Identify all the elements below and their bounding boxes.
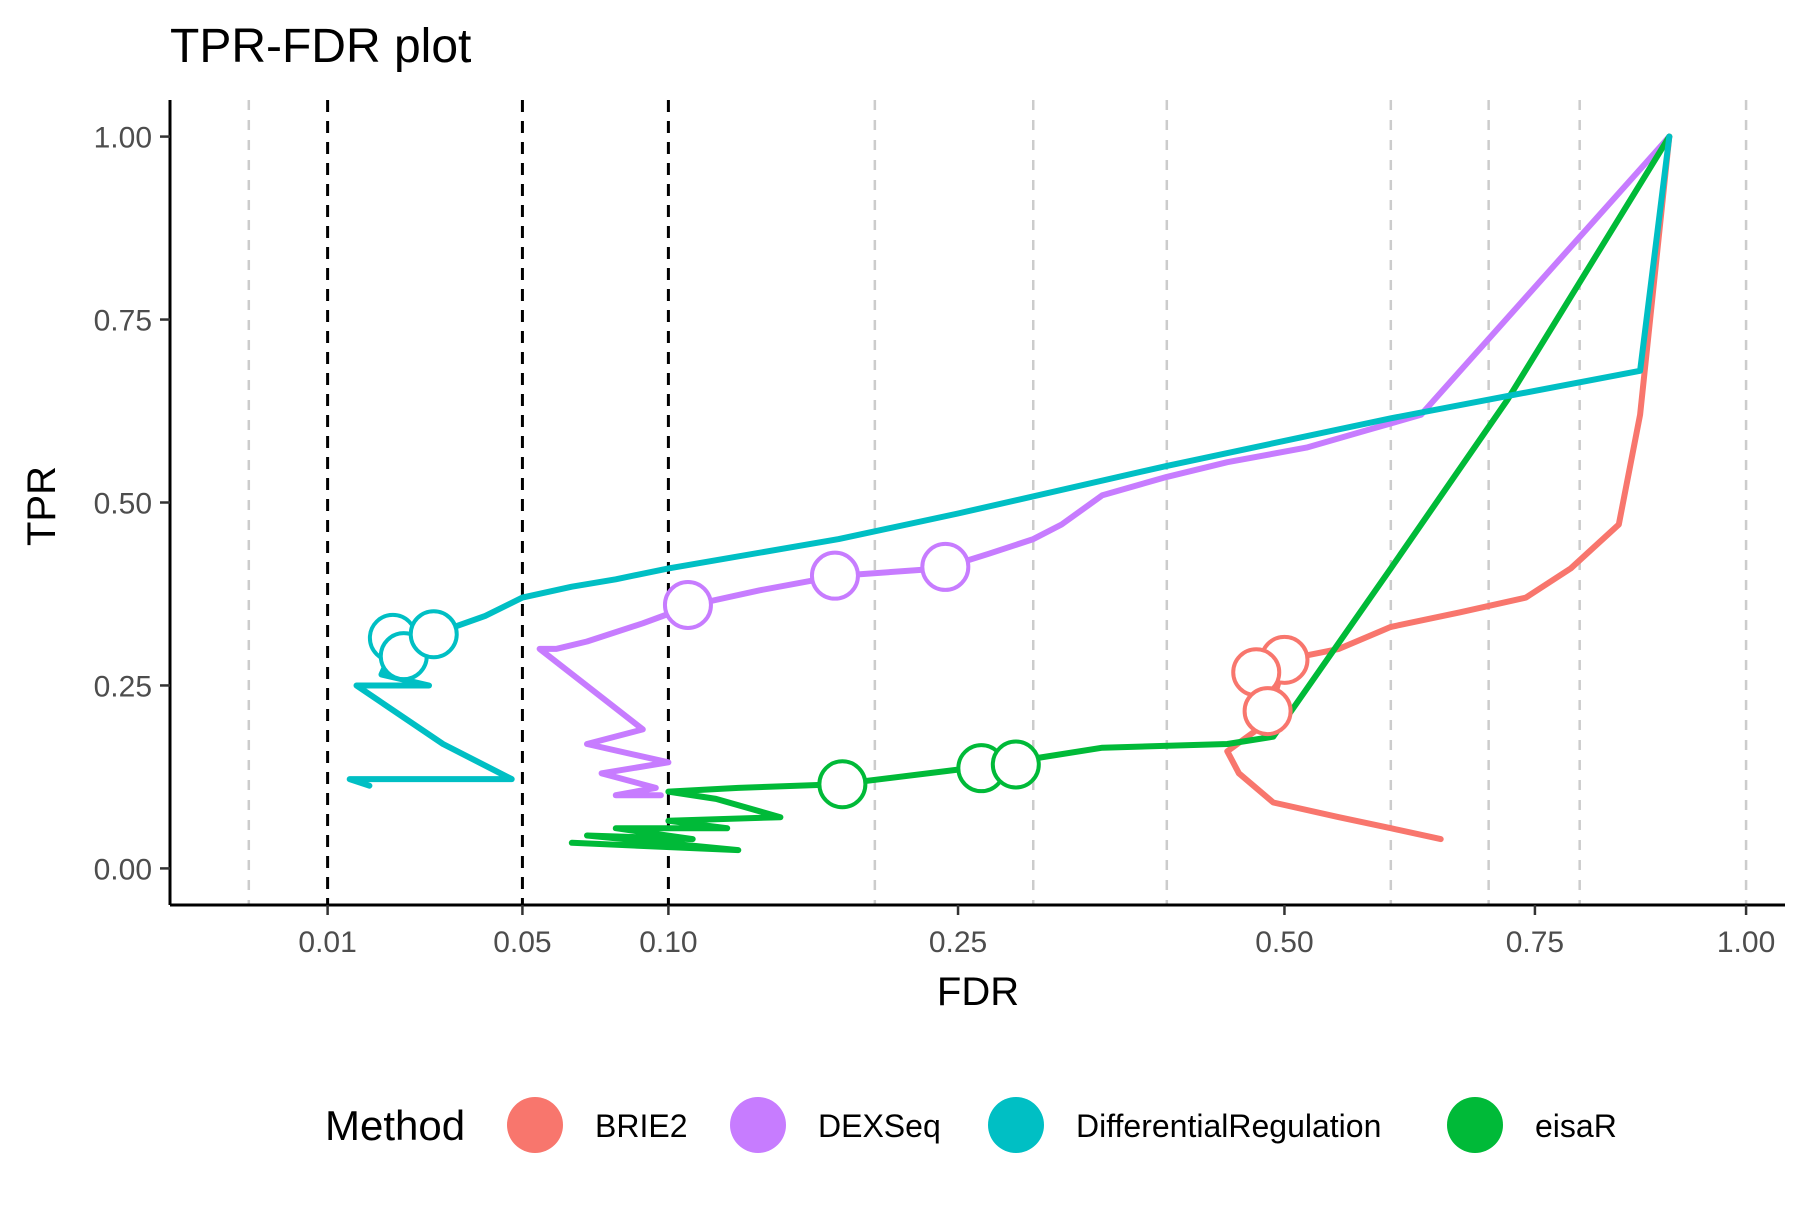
y-tick-label: 0.50 — [94, 488, 152, 521]
marker-eisar — [817, 759, 868, 810]
marker-brie2 — [1242, 686, 1293, 737]
x-tick-label: 0.50 — [1255, 926, 1313, 959]
marker-differentialregulation — [408, 609, 459, 660]
series-line-brie2 — [1224, 133, 1673, 843]
marker-eisar — [990, 739, 1041, 790]
x-tick-label: 0.10 — [639, 926, 697, 959]
series-line-dexseq — [536, 133, 1673, 799]
y-tick-label: 0.75 — [94, 305, 152, 338]
y-tick-label: 0.00 — [94, 853, 152, 886]
legend-title: Method — [325, 1102, 465, 1149]
marker-dexseq — [662, 579, 713, 630]
chart-title: TPR-FDR plot — [170, 20, 471, 73]
fdr-threshold-lines — [326, 100, 670, 905]
grid-lines — [247, 100, 1748, 905]
series-line-eisar — [568, 133, 1673, 854]
series-line-differentialregulation — [346, 133, 1673, 789]
x-tick-label: 0.05 — [493, 926, 551, 959]
legend-key-eisar — [1447, 1097, 1503, 1153]
axes: 0.01 0.05 0.10 0.25 0.50 0.75 1.00 0.00 0.25 0.50… — [94, 100, 1785, 959]
series-markers — [367, 541, 1310, 810]
x-tick-label: 0.25 — [929, 926, 987, 959]
y-axis-label: TPR — [20, 466, 64, 546]
legend-label-brie2: BRIE2 — [595, 1108, 687, 1144]
legend: Method BRIE2 DEXSeq DifferentialRegulation… — [325, 1097, 1617, 1153]
legend-label-eisar: eisaR — [1535, 1108, 1617, 1144]
legend-label-differentialregulation: DifferentialRegulation — [1076, 1108, 1381, 1144]
x-tick-label: 0.01 — [298, 926, 356, 959]
legend-key-brie2 — [507, 1097, 563, 1153]
y-tick-label: 1.00 — [94, 122, 152, 155]
x-tick-label: 0.75 — [1506, 926, 1564, 959]
y-tick-label: 0.25 — [94, 670, 152, 703]
x-tick-label: 1.00 — [1717, 926, 1775, 959]
x-axis-label: FDR — [937, 970, 1019, 1014]
legend-label-dexseq: DEXSeq — [818, 1108, 941, 1144]
series-lines — [346, 133, 1673, 854]
marker-dexseq — [809, 550, 860, 601]
legend-key-dexseq — [730, 1097, 786, 1153]
legend-key-differentialregulation — [988, 1097, 1044, 1153]
marker-dexseq — [920, 541, 971, 592]
